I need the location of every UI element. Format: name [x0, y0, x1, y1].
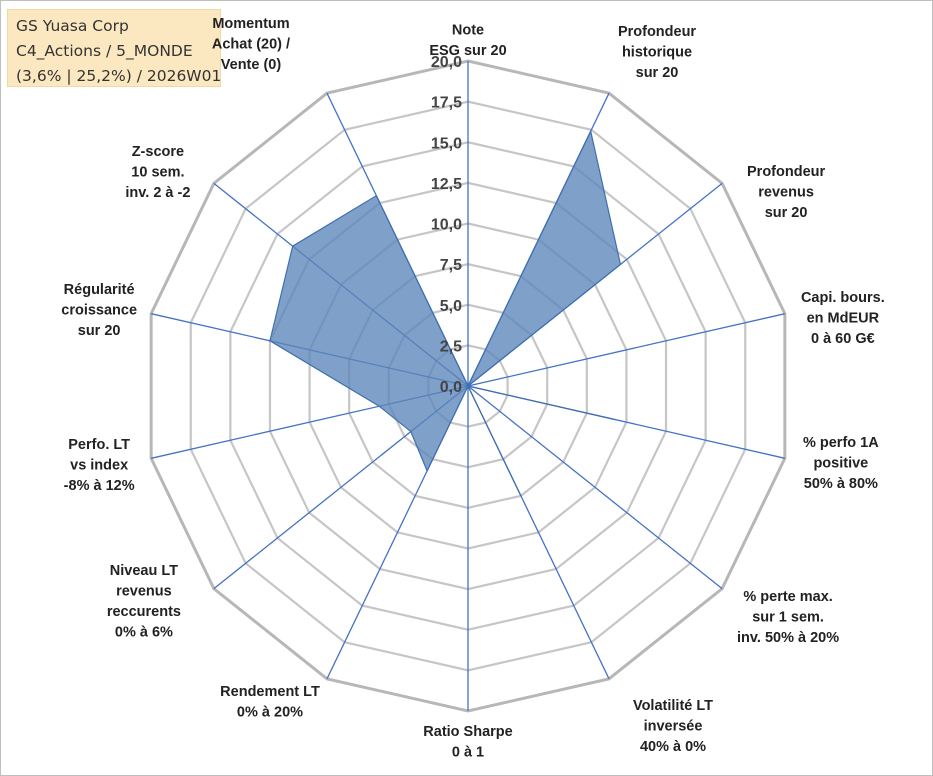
tick-label: 7,5 [440, 257, 462, 274]
axis-label-line: 10 sem. [131, 164, 184, 180]
tick-label: 12,5 [431, 176, 462, 193]
axis-label-line: 40% à 0% [640, 739, 706, 755]
tick-label: 5,0 [440, 298, 462, 315]
axis-label: Z-score 10 sem. inv. 2 à -2 [125, 144, 190, 201]
axis-label-line: inv. 2 à -2 [125, 185, 190, 201]
axis-label-line: % perte max. [743, 589, 832, 605]
axis-label-line: 0% à 20% [237, 704, 303, 720]
axis-label-line: Capi. bours. [801, 290, 885, 306]
axis-label-line: ESG sur 20 [429, 43, 506, 59]
info-company: GS Yuasa Corp [16, 17, 129, 35]
axis-label-line: sur 20 [78, 323, 121, 339]
axis-label-line: croissance [61, 303, 137, 319]
axis-label-line: vs index [70, 457, 128, 473]
axis-label-line: Note [452, 23, 484, 39]
axis-label: Rendement LT 0% à 20% [220, 684, 320, 721]
axis-label: Profondeur revenus sur 20 [747, 164, 825, 221]
info-box: GS Yuasa Corp C4_Actions / 5_MONDE (3,6%… [7, 9, 221, 87]
axis-label-line: revenus [116, 583, 172, 599]
axis-label-line: Régularité [64, 282, 135, 298]
axis-label: Volatilité LT inversée 40% à 0% [633, 698, 713, 755]
axis-label: Niveau LT revenus reccurents 0% à 6% [107, 563, 181, 641]
axis-label: % perte max. sur 1 sem. inv. 50% à 20% [737, 589, 839, 646]
axis-label-line: en MdEUR [807, 311, 880, 327]
axis-label-line: historique [622, 45, 692, 61]
axis-label-line: 50% à 80% [804, 476, 878, 492]
axis-label: Ratio Sharpe 0 à 1 [423, 724, 512, 761]
axis-label: Perfo. LT vs index -8% à 12% [64, 437, 135, 494]
axis-label-line: Ratio Sharpe [423, 724, 512, 740]
axis-label: Capi. bours. en MdEUR 0 à 60 G€ [801, 290, 885, 347]
axis-label-line: reccurents [107, 604, 181, 620]
axis-label-line: inv. 50% à 20% [737, 630, 839, 646]
axis-label: Note ESG sur 20 [429, 23, 506, 60]
tick-label: 0,0 [440, 379, 462, 396]
axis-label-line: revenus [758, 184, 814, 200]
info-portfolio: C4_Actions / 5_MONDE [16, 42, 193, 60]
axis-label-line: Z-score [132, 144, 184, 160]
tick-label: 2,5 [440, 338, 462, 355]
series-area [269, 129, 622, 497]
axis-label-line: 0 à 60 G€ [811, 331, 875, 347]
axis-label-line: -8% à 12% [64, 478, 135, 494]
axis-label: Régularité croissance sur 20 [61, 282, 137, 339]
axis-label-line: Niveau LT [110, 563, 178, 579]
axis-label-line: Achat (20) / [212, 37, 290, 53]
axis-label: Profondeur historique sur 20 [618, 24, 696, 81]
axis-label-line: Momentum [212, 16, 289, 32]
tick-label: 17,5 [431, 95, 462, 112]
axis-label-line: 0% à 6% [115, 624, 173, 640]
axis-label-line: Rendement LT [220, 684, 320, 700]
axis-label: % perfo 1A positive 50% à 80% [803, 435, 879, 492]
axis-label-line: sur 20 [765, 205, 808, 221]
axis-label-line: sur 20 [636, 65, 679, 81]
axis-label-line: Profondeur [618, 24, 696, 40]
axis-label-line: Vente (0) [221, 57, 282, 73]
axis-label-line: 0 à 1 [452, 745, 484, 761]
info-period: (3,6% | 25,2%) / 2026W01 [16, 67, 222, 85]
axis-label-line: Profondeur [747, 164, 825, 180]
tick-label: 20,0 [431, 54, 462, 71]
axis-label-line: inversée [644, 718, 703, 734]
axis-label: Momentum Achat (20) / Vente (0) [212, 16, 290, 73]
axis-spoke [467, 313, 785, 387]
axis-label-line: positive [813, 455, 868, 471]
axis-spoke [467, 385, 723, 590]
axis-label-line: sur 1 sem. [752, 610, 824, 626]
axis-label-line: Perfo. LT [68, 437, 130, 453]
axis-label-line: Volatilité LT [633, 698, 713, 714]
tick-label: 15,0 [431, 135, 462, 152]
axis-label-line: % perfo 1A [803, 435, 879, 451]
tick-label: 10,0 [431, 217, 462, 234]
